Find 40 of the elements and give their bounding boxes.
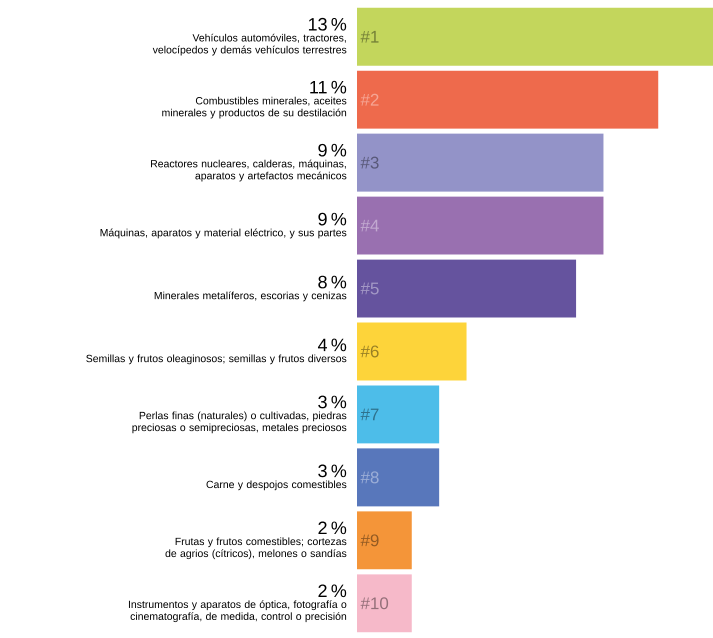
annotation: #6 [360, 345, 379, 358]
y-tick-label: Semillas y frutos oleaginosos; semillas y frutos diversos [86, 354, 346, 364]
bar [357, 134, 604, 192]
data-label: 13 % [308, 18, 346, 31]
y-tick-label: Carne y despojos comestibles [206, 480, 346, 490]
y-tick-label: Perlas finas (naturales) o cultivadas, piedras preciosas o semipreciosas, metales preciosos [132, 412, 346, 434]
y-tick-label: Reactores nucleares, calderas, máquinas, aparatos y artefactos mecánicos [151, 160, 346, 182]
annotation: #8 [360, 471, 379, 484]
y-tick-label: Minerales metalíferos, escorias y cenizas [154, 291, 346, 302]
data-label: 11 % [310, 80, 346, 94]
data-label: 3 % [318, 464, 346, 478]
annotation: #2 [360, 94, 378, 106]
annotation: #10 [360, 597, 388, 610]
annotation: #1 [360, 30, 379, 43]
data-label: 8 % [318, 276, 346, 288]
y-tick-label: Instrumentos y aparatos de óptica, fotografía o cinematografía, de medida, control o precisión [128, 600, 346, 622]
bar [357, 322, 467, 380]
y-tick-label: Combustibles minerales, aceites minerales y productos de su destilación [162, 96, 346, 118]
annotation: #9 [360, 534, 379, 546]
annotation: #5 [360, 282, 379, 294]
bar [357, 70, 658, 129]
bar [357, 196, 604, 255]
data-label: 9 % [318, 212, 346, 226]
y-tick-label: Vehículos automóviles, tractores, velocípedos y demás vehículos terrestres [152, 34, 346, 56]
bar [357, 511, 412, 570]
bar [357, 448, 440, 506]
data-label: 9 % [318, 144, 346, 157]
annotation: #4 [360, 220, 379, 232]
y-tick-label: Máquinas, aparatos y material eléctrico, y sus partes [100, 228, 346, 238]
data-label: 2 % [318, 584, 346, 598]
y-tick-label: Frutas y frutos comestibles; cortezas de agrios (cítricos), melones o sandías [166, 537, 346, 560]
annotation: #3 [360, 156, 379, 169]
bar [357, 385, 440, 444]
bar [357, 8, 713, 66]
bar [357, 260, 576, 318]
bar [357, 574, 412, 632]
data-label: 2 % [318, 522, 346, 534]
annotation: #7 [360, 408, 378, 420]
data-label: 4 % [318, 338, 346, 352]
data-label: 3 % [318, 396, 346, 408]
